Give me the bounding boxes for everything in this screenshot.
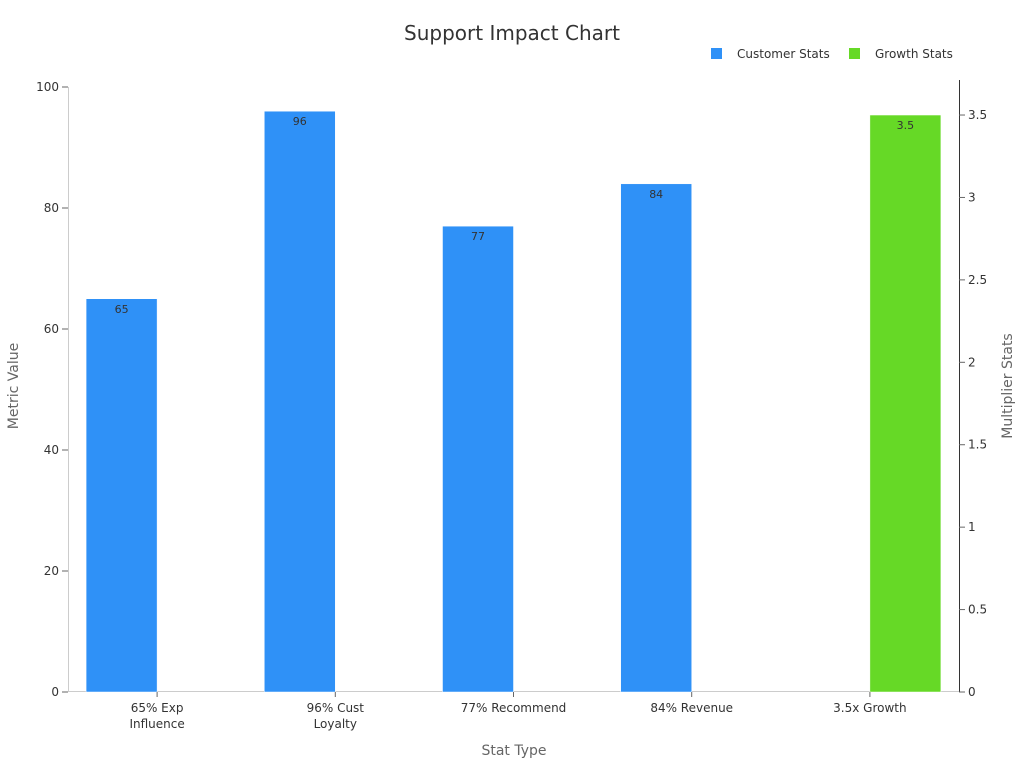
x-tick-label: Loyalty <box>314 717 357 731</box>
y-right-tick-label: 3.5 <box>968 108 987 122</box>
bar-customer-stats <box>85 298 158 693</box>
bar-growth-stats <box>869 114 942 693</box>
y-right-tick-label: 2.5 <box>968 273 987 287</box>
x-tick-label: 65% Exp <box>131 701 184 715</box>
legend: Customer Stats Growth Stats <box>711 47 953 61</box>
y-right-tick-label: 1 <box>968 520 976 534</box>
legend-swatch-growth-stats <box>849 48 860 59</box>
y-axis-left-label: Metric Value <box>6 343 22 429</box>
x-tick-label: 3.5x Growth <box>833 701 906 715</box>
chart-title: Support Impact Chart <box>404 21 620 45</box>
x-axis-label: Stat Type <box>481 743 546 759</box>
x-tick-label: 96% Cust <box>307 701 365 715</box>
bar-value-label: 77 <box>471 230 485 243</box>
x-tick-label: Influence <box>129 717 184 731</box>
y-right-tick-label: 0.5 <box>968 603 987 617</box>
y-right-tick-label: 1.5 <box>968 438 987 452</box>
y-right-tick-label: 3 <box>968 190 976 204</box>
y-axis-left-ticks: 0 20 40 60 80 100 <box>36 80 68 699</box>
bar-labels: 65 96 77 84 3.5 <box>115 115 915 316</box>
bar-customer-stats <box>264 110 336 693</box>
y-right-tick-label: 0 <box>968 685 976 699</box>
legend-label-growth-stats: Growth Stats <box>875 47 953 61</box>
y-left-tick-label: 0 <box>51 685 59 699</box>
legend-label-customer-stats: Customer Stats <box>737 47 830 61</box>
x-tick-label: 84% Revenue <box>650 701 733 715</box>
y-right-tick-label: 2 <box>968 355 976 369</box>
bar-value-label: 84 <box>649 188 663 201</box>
bars <box>85 110 942 693</box>
y-axis-right-label: Multiplier Stats <box>1000 333 1016 438</box>
y-axis-right-ticks: 0 0.5 1 1.5 2 2.5 3 3.5 <box>959 108 987 699</box>
bar-value-label: 65 <box>115 303 129 316</box>
y-left-tick-label: 80 <box>44 201 59 215</box>
y-left-tick-label: 40 <box>44 443 59 457</box>
y-left-tick-label: 20 <box>44 564 59 578</box>
bar-customer-stats <box>442 225 514 693</box>
x-axis-ticks: 65% Exp Influence 96% Cust Loyalty 77% Recom… <box>129 692 907 731</box>
y-left-tick-label: 60 <box>44 322 59 336</box>
x-tick-label: 77% Recommend <box>461 701 567 715</box>
bar-customer-stats <box>620 183 692 693</box>
y-left-tick-label: 100 <box>36 80 59 94</box>
bar-value-label: 3.5 <box>897 119 915 132</box>
legend-swatch-customer-stats <box>711 48 722 59</box>
bar-value-label: 96 <box>293 115 307 128</box>
